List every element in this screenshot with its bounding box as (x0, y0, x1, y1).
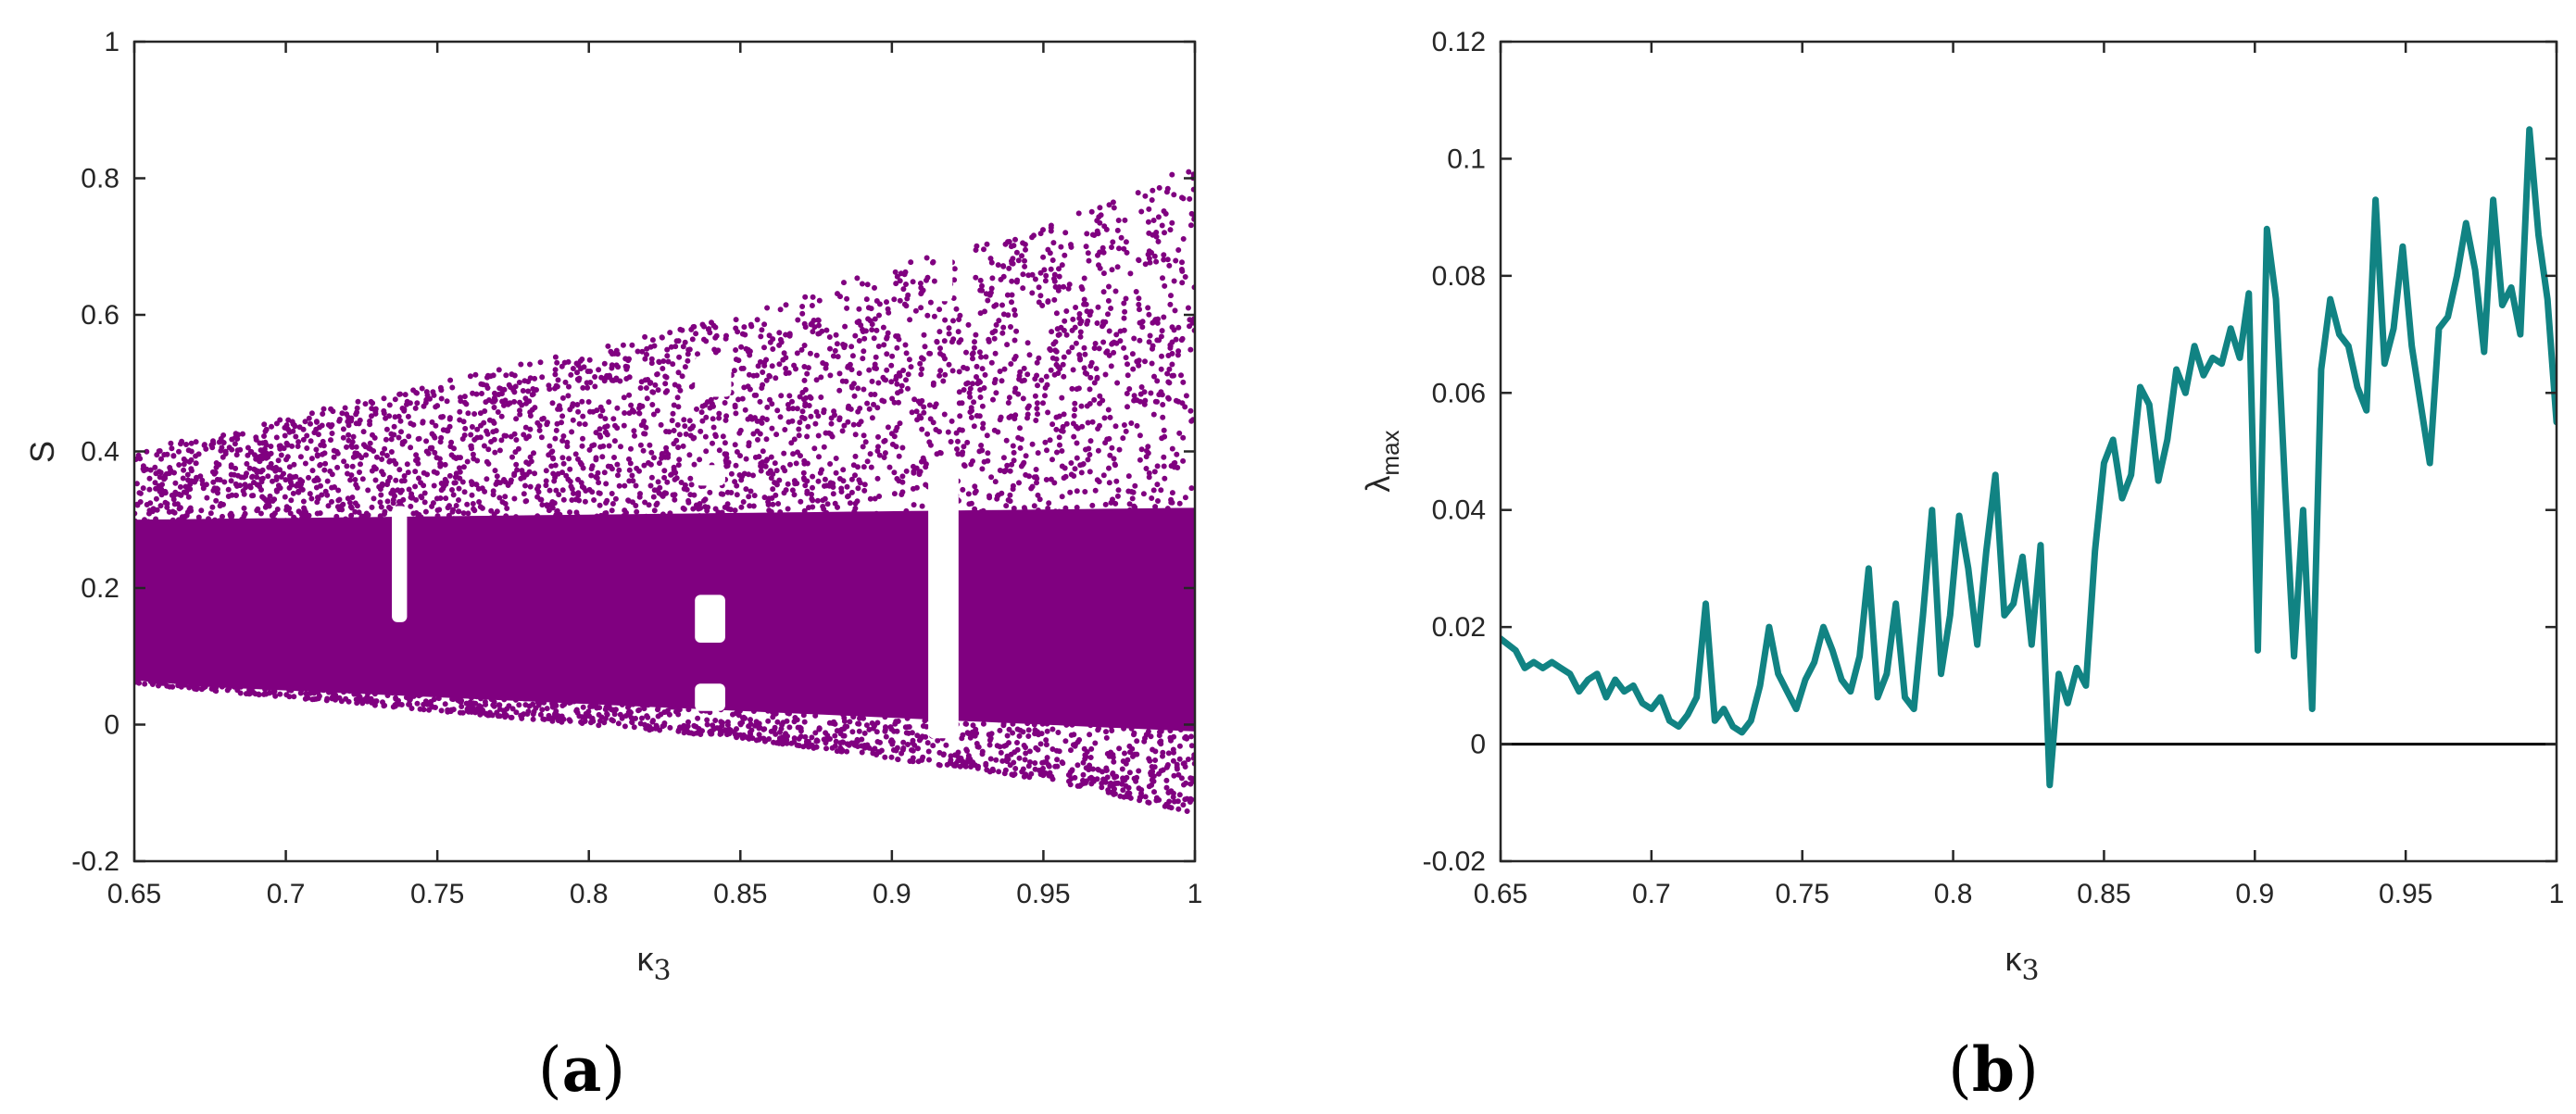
y-tick-label: 0 (104, 710, 119, 741)
y-tick-label: 0.02 (1432, 612, 1486, 643)
x-tick-label: 0.8 (1934, 879, 1973, 909)
y-axis-ticks-b: -0.02 0 0.02 0.04 0.06 0.08 0.1 0.12 (1423, 27, 2557, 877)
x-tick-label: 0.65 (107, 879, 161, 909)
y-axis-label-b-sub: max (1376, 430, 1404, 475)
y-tick-label: 0.6 (81, 300, 119, 331)
periodic-window-gap (928, 465, 959, 739)
scatter-chart-panel-a: 0.65 0.7 0.75 0.8 0.85 0.9 0.95 1 -0.200.20.40.… (23, 27, 1202, 1106)
plot-frame-b (1499, 40, 2558, 863)
y-tick-label: 0 (1470, 730, 1486, 760)
periodic-window-gap (936, 253, 953, 302)
y-tick-label: -0.02 (1423, 846, 1486, 877)
panel-label-a-letter: a (562, 1033, 602, 1106)
x-tick-label: 0.75 (1776, 879, 1829, 909)
y-tick-label: 0.2 (81, 573, 119, 604)
x-axis-ticks-a: 0.65 0.7 0.75 0.8 0.85 0.9 0.95 1 (107, 42, 1203, 909)
x-tick-label: 0.95 (1016, 879, 1070, 909)
y-tick-label: 0.06 (1432, 378, 1486, 408)
y-tick-label: 0.04 (1432, 495, 1486, 526)
x-axis-label-a-sub: 3 (653, 955, 671, 987)
y-tick-label: -0.2 (71, 846, 119, 877)
x-tick-label: 0.95 (2379, 879, 2432, 909)
x-tick-label: 0.8 (570, 879, 609, 909)
y-tick-label: 1 (104, 27, 119, 57)
x-tick-label: 0.75 (410, 879, 464, 909)
x-tick-label: 0.65 (1474, 879, 1527, 909)
x-axis-label-a: κ3 (636, 940, 671, 987)
x-tick-label: 0.85 (2077, 879, 2130, 909)
y-axis-label-b: λmax (1359, 430, 1404, 492)
x-tick-label: 1 (1187, 879, 1203, 909)
x-tick-label: 0.9 (873, 879, 911, 909)
panel-label-b-close: ) (2015, 1034, 2039, 1106)
periodic-window-gap (695, 595, 725, 643)
y-tick-label: 0.4 (81, 437, 119, 468)
panel-label-a-close: ) (601, 1034, 625, 1106)
y-tick-label: 0.12 (1432, 27, 1486, 57)
y-tick-label: 0.08 (1432, 261, 1486, 292)
x-axis-label-a-main: κ (636, 940, 654, 978)
panel-label-b-open: ( (1948, 1034, 1972, 1106)
panel-label-a-open: ( (538, 1034, 562, 1106)
line-chart-panel-b: 0.65 0.7 0.75 0.8 0.85 0.9 0.95 1 -0.02 0 0.02 0.0… (1359, 27, 2564, 1106)
y-tick-label: 0.1 (1447, 144, 1486, 174)
x-tick-label: 0.7 (1632, 879, 1671, 909)
y-axis-label-b-main: λ (1359, 476, 1397, 493)
panel-label-b-letter: b (1972, 1033, 2015, 1106)
x-tick-label: 1 (2549, 879, 2565, 909)
x-axis-label-b-sub: 3 (2021, 955, 2039, 987)
x-tick-label: 0.85 (713, 879, 767, 909)
y-axis-ticks-a: -0.2 0 0.2 0.4 0.6 0.8 1 (71, 27, 1195, 877)
x-axis-label-b: κ3 (2004, 940, 2039, 987)
periodic-window-gap (695, 465, 725, 486)
periodic-window-gap (695, 683, 725, 711)
x-tick-label: 0.7 (267, 879, 306, 909)
scatter-gaps (392, 253, 959, 739)
scatter-points (134, 169, 1195, 814)
lambda-max-series-line (1501, 126, 2557, 789)
periodic-window-gap (392, 506, 408, 622)
y-axis-label-a: S (23, 441, 61, 463)
x-axis-ticks-b: 0.65 0.7 0.75 0.8 0.85 0.9 0.95 1 (1474, 42, 2565, 909)
y-tick-label: 0.8 (81, 164, 119, 194)
panel-label-a: (a) (538, 1033, 625, 1106)
panel-label-b: (b) (1948, 1033, 2039, 1106)
periodic-window-gap (695, 356, 732, 397)
x-axis-label-b-main: κ (2004, 940, 2022, 978)
x-tick-label: 0.9 (2235, 879, 2274, 909)
